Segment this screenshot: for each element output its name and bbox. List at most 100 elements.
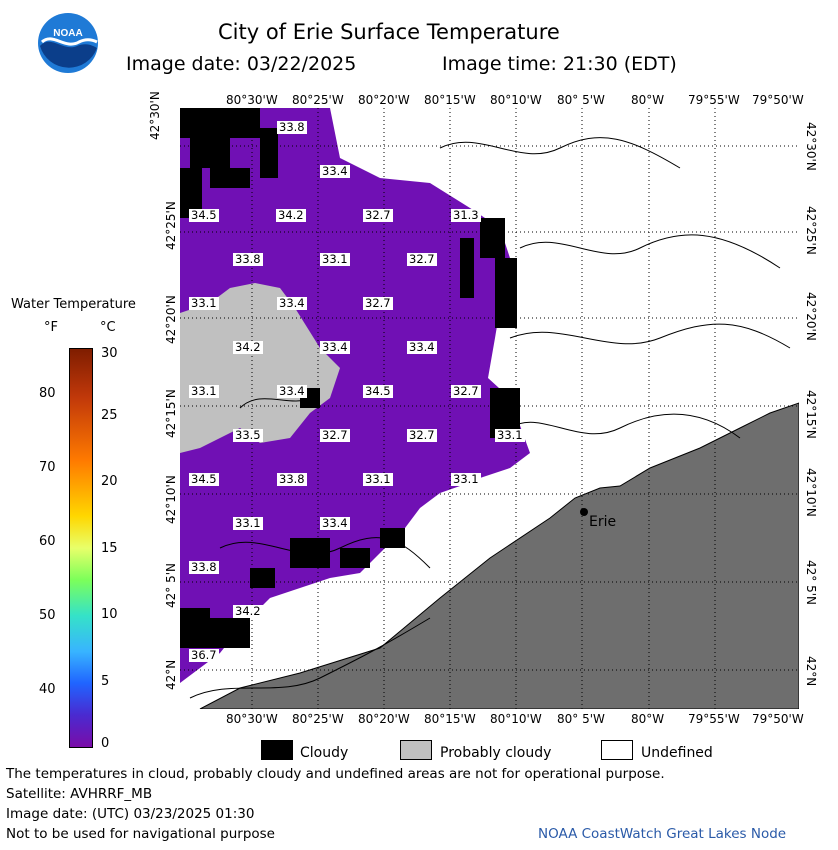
erie-city-label: Erie (589, 514, 617, 530)
lon-tick: 80°10'W (490, 93, 542, 107)
lon-tick: 79°50'W (752, 712, 804, 726)
f-tick: 40 (39, 682, 56, 697)
temp-label: 33.5 (233, 428, 263, 442)
lon-tick: 79°55'W (688, 93, 740, 107)
lon-tick: 80°20'W (358, 712, 410, 726)
temp-label: 33.8 (277, 120, 307, 134)
temp-label: 33.4 (277, 384, 307, 398)
lat-tick: 42°25'N (804, 206, 818, 255)
lon-tick: 80°10'W (490, 712, 542, 726)
contour-lines (189, 137, 791, 699)
probably-cloudy-swatch (400, 740, 432, 760)
temp-label: 32.7 (451, 384, 481, 398)
image-date: Image date: 03/22/2025 (126, 53, 357, 75)
lon-tick: 80°30'W (226, 93, 278, 107)
lon-tick: 80°15'W (424, 93, 476, 107)
temp-label: 32.7 (407, 428, 437, 442)
temp-label: 33.4 (320, 164, 350, 178)
temp-label: 33.4 (407, 340, 437, 354)
temp-label: 33.1 (495, 428, 525, 442)
temp-label: 33.1 (189, 384, 219, 398)
c-tick: 5 (101, 674, 110, 689)
temp-label: 33.1 (320, 252, 350, 266)
temp-label: 34.2 (276, 208, 306, 222)
c-tick: 30 (101, 346, 118, 361)
cloudy-label: Cloudy (300, 745, 349, 761)
f-tick: 70 (39, 460, 56, 475)
lon-tick: 80°15'W (424, 712, 476, 726)
colorbar-title: Water Temperature (11, 297, 136, 312)
lat-tick: 42°15'N (164, 389, 178, 438)
temp-label: 32.7 (320, 428, 350, 442)
lat-tick: 42°10'N (164, 475, 178, 524)
temp-label: 33.1 (189, 296, 219, 310)
lat-tick: 42°15'N (804, 390, 818, 439)
temp-label: 33.8 (233, 252, 263, 266)
satellite-info: Satellite: AVHRRF_MB (6, 786, 153, 802)
f-tick: 60 (39, 534, 56, 549)
temperature-colorbar (69, 348, 93, 748)
lon-tick: 80° 5'W (557, 93, 605, 107)
image-time: Image time: 21:30 (EDT) (442, 53, 677, 75)
temperature-map (180, 108, 799, 709)
undefined-swatch (601, 740, 633, 760)
lon-tick: 80°25'W (292, 93, 344, 107)
lat-tick: 42°10'N (804, 468, 818, 517)
temp-label: 34.2 (233, 340, 263, 354)
lon-tick: 80°25'W (292, 712, 344, 726)
lat-tick: 42°30'N (804, 122, 818, 171)
coastwatch-credit: NOAA CoastWatch Great Lakes Node (538, 826, 787, 842)
utc-date: Image date: (UTC) 03/23/2025 01:30 (6, 806, 255, 822)
temp-label: 34.2 (233, 604, 263, 618)
temp-label: 32.7 (407, 252, 437, 266)
c-tick: 25 (101, 408, 118, 423)
disclaimer-note: The temperatures in cloud, probably clou… (6, 766, 665, 782)
lat-tick: 42° 5'N (804, 560, 818, 605)
noaa-logo: NOAA (38, 13, 98, 73)
lon-tick: 80°W (631, 712, 665, 726)
lon-tick: 80° 5'W (557, 712, 605, 726)
lon-tick: 80°30'W (226, 712, 278, 726)
temp-label: 33.1 (233, 516, 263, 530)
lon-tick: 79°55'W (688, 712, 740, 726)
temp-label: 33.1 (363, 472, 393, 486)
lon-tick: 80°20'W (358, 93, 410, 107)
temp-label: 33.4 (320, 516, 350, 530)
logo-text: NOAA (53, 28, 82, 39)
c-tick: 10 (101, 607, 118, 622)
erie-marker (580, 508, 588, 516)
temp-label: 33.8 (189, 560, 219, 574)
cloudy-swatch (261, 740, 293, 760)
temp-label: 32.7 (363, 208, 393, 222)
c-tick: 0 (101, 736, 110, 751)
temp-label: 34.5 (363, 384, 393, 398)
temp-label: 32.7 (363, 296, 393, 310)
undefined-label: Undefined (641, 745, 713, 761)
navigation-warning: Not to be used for navigational purpose (6, 826, 275, 842)
f-tick: 80 (39, 386, 56, 401)
lat-tick: 42°20'N (804, 292, 818, 341)
c-tick: 15 (101, 541, 118, 556)
lon-tick: 80°W (631, 93, 665, 107)
water-region (180, 108, 530, 683)
unit-celsius: °C (100, 320, 116, 335)
temp-label: 33.1 (451, 472, 481, 486)
c-tick: 20 (101, 474, 118, 489)
temp-label: 33.8 (277, 472, 307, 486)
unit-fahrenheit: °F (44, 320, 58, 335)
f-tick: 50 (39, 608, 56, 623)
lon-tick: 79°50'W (752, 93, 804, 107)
lat-tick: 42°30'N (148, 91, 162, 140)
map-title: City of Erie Surface Temperature (218, 20, 560, 44)
lat-tick: 42°N (804, 656, 818, 687)
temp-label: 33.4 (277, 296, 307, 310)
lat-tick: 42°20'N (164, 295, 178, 344)
lat-tick: 42°25'N (164, 201, 178, 250)
lat-tick: 42°N (164, 659, 178, 690)
graticule (180, 108, 799, 709)
temp-label: 34.5 (189, 472, 219, 486)
temp-label: 33.4 (320, 340, 350, 354)
probably-cloudy-label: Probably cloudy (440, 745, 552, 761)
temp-label: 36.7 (189, 648, 219, 662)
probably-cloudy-region (180, 283, 340, 453)
